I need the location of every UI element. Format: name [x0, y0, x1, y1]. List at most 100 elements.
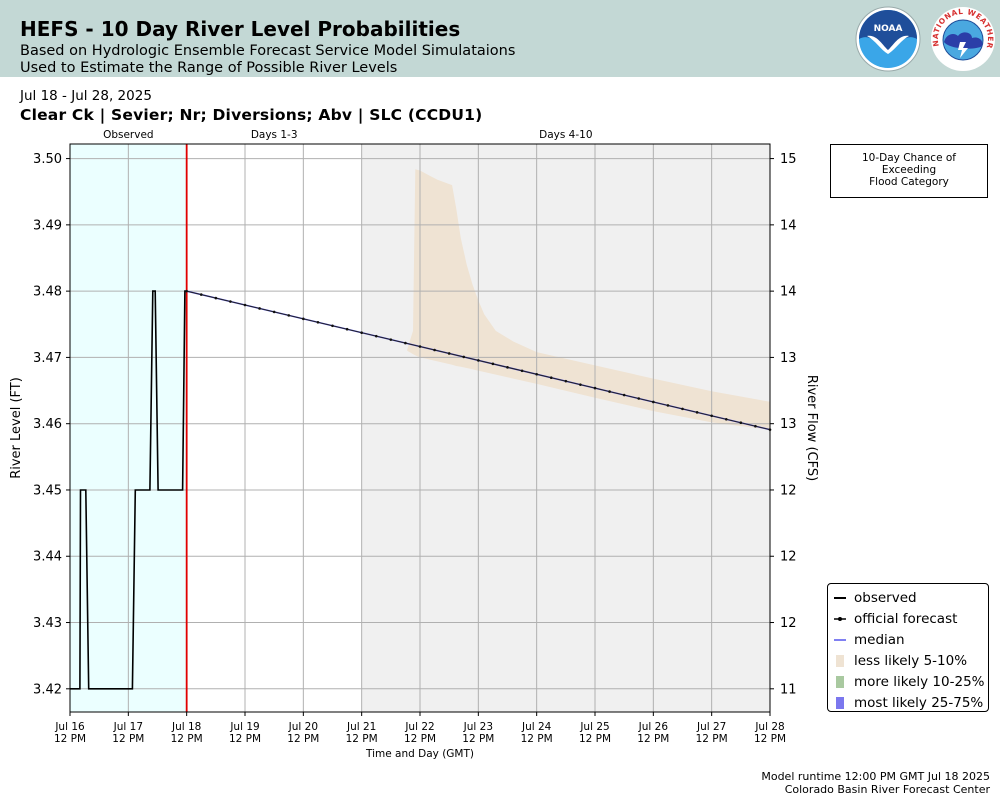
official-forecast-point	[520, 369, 524, 373]
x-tick-label-time: 12 PM	[637, 733, 669, 745]
model-runtime: Model runtime 12:00 PM GMT Jul 18 2025	[761, 770, 990, 783]
official-forecast-point	[404, 341, 407, 345]
legend-swatch-observed	[832, 591, 848, 605]
x-tick-label-day: Jul 24	[521, 721, 552, 733]
y-tick-label: 3.45	[33, 483, 62, 498]
legend-item-most-likely: most likely 25-75%	[832, 692, 988, 713]
legend-swatch-most-likely	[832, 696, 848, 710]
x-tick-label-time: 12 PM	[287, 733, 319, 745]
x-tick-label-time: 12 PM	[112, 733, 144, 745]
official-forecast-point	[272, 310, 276, 314]
x-tick-label-day: Jul 18	[171, 721, 201, 733]
y-tick-label: 3.43	[33, 616, 62, 631]
official-forecast-point	[579, 383, 582, 386]
official-forecast-point	[681, 407, 684, 411]
chart-legend: observed official forecast median less l…	[827, 583, 989, 712]
legend-label: less likely 5-10%	[854, 652, 968, 669]
official-forecast-point	[593, 386, 597, 390]
legend-swatch-official-forecast	[832, 612, 848, 626]
station-name: Clear Ck | Sevier; Nr; Diversions; Abv |…	[20, 106, 483, 124]
region-background	[186, 144, 362, 712]
official-forecast-point	[564, 379, 568, 383]
y-tick-label: 3.42	[33, 682, 62, 697]
official-forecast-point	[287, 314, 291, 317]
official-forecast-point	[477, 359, 480, 362]
x-tick-label-time: 12 PM	[462, 733, 494, 745]
page-title: HEFS - 10 Day River Level Probabilities	[20, 17, 461, 41]
x-tick-label-time: 12 PM	[54, 733, 86, 745]
noaa-logo-text: NOAA	[874, 24, 903, 34]
y-tick-label: 3.44	[33, 550, 62, 565]
x-tick-label-time: 12 PM	[171, 733, 203, 745]
y2-tick-label: 13	[780, 417, 797, 432]
header-banner: HEFS - 10 Day River Level Probabilities …	[0, 0, 1000, 77]
official-forecast-point	[316, 321, 320, 324]
official-forecast-point	[389, 338, 393, 341]
legend-item-official-forecast: official forecast	[832, 608, 988, 629]
x-tick-label-day: Jul 23	[463, 721, 493, 733]
legend-swatch-more-likely	[832, 675, 848, 689]
flood-box-line-1: 10-Day Chance of	[862, 152, 956, 164]
flood-box-line-2: Exceeding	[881, 164, 937, 176]
region-label: Days 4-10	[539, 129, 592, 141]
x-tick-label-time: 12 PM	[754, 733, 786, 745]
y2-tick-label: 11	[780, 682, 797, 697]
forecast-center: Colorado Basin River Forecast Center	[784, 783, 990, 796]
y-tick-label: 3.47	[33, 351, 62, 366]
flood-category-box: 10-Day Chance of Exceeding Flood Categor…	[830, 144, 988, 198]
official-forecast-point	[506, 366, 509, 369]
x-tick-label-day: Jul 27	[696, 721, 726, 733]
nws-logo: NATIONAL WEATHER SERVICE	[930, 6, 995, 71]
x-tick-label-day: Jul 22	[404, 721, 434, 733]
footer: Model runtime 12:00 PM GMT Jul 18 2025 C…	[761, 770, 990, 796]
official-forecast-point	[666, 404, 670, 407]
region-label: Days 1-3	[251, 129, 298, 141]
official-forecast-point	[739, 421, 743, 425]
official-forecast-point	[535, 372, 538, 376]
x-axis-label: Time and Day (GMT)	[365, 748, 474, 760]
legend-label: more likely 10-25%	[854, 673, 985, 690]
y-tick-label: 3.49	[33, 218, 62, 233]
official-forecast-point	[433, 348, 436, 352]
y2-tick-label: 12	[780, 550, 797, 565]
region-label: Observed	[103, 129, 154, 141]
x-tick-label-day: Jul 25	[579, 721, 609, 733]
official-forecast-point	[374, 334, 378, 338]
official-forecast-point	[710, 414, 713, 418]
x-tick-label-day: Jul 19	[229, 721, 259, 733]
x-tick-label-day: Jul 17	[113, 721, 143, 733]
flood-box-line-3: Flood Category	[869, 176, 949, 188]
official-forecast-point	[331, 324, 334, 328]
noaa-logo: NOAA	[855, 6, 921, 72]
page-subtitle-2: Used to Estimate the Range of Possible R…	[20, 60, 398, 76]
x-tick-label-day: Jul 21	[346, 721, 376, 733]
legend-label: median	[854, 631, 905, 648]
official-forecast-point	[185, 289, 188, 293]
official-forecast-point	[345, 327, 349, 331]
y2-tick-label: 14	[780, 218, 797, 233]
official-forecast-point	[258, 307, 261, 310]
x-tick-label-time: 12 PM	[521, 733, 553, 745]
date-range: Jul 18 - Jul 28, 2025	[20, 88, 152, 104]
y-axis-label: River Level (FT)	[9, 377, 24, 479]
y2-tick-label: 12	[780, 483, 797, 498]
official-forecast-point	[243, 303, 247, 307]
official-forecast-point	[302, 317, 305, 321]
official-forecast-point	[724, 417, 728, 421]
x-tick-label-day: Jul 20	[288, 721, 318, 733]
x-tick-label-day: Jul 28	[754, 721, 784, 733]
y2-tick-label: 14	[780, 285, 797, 300]
official-forecast-point	[418, 345, 422, 348]
y2-tick-label: 13	[780, 351, 797, 366]
x-tick-label-day: Jul 16	[54, 721, 85, 733]
x-tick-label-time: 12 PM	[229, 733, 261, 745]
official-forecast-point	[549, 376, 553, 380]
official-forecast-point	[229, 300, 232, 303]
official-forecast-point	[462, 355, 466, 359]
official-forecast-point	[608, 390, 611, 393]
y-tick-label: 3.50	[33, 152, 62, 167]
legend-item-median: median	[832, 629, 988, 650]
x-tick-label-day: Jul 26	[638, 721, 669, 733]
legend-swatch-less-likely	[832, 654, 848, 668]
